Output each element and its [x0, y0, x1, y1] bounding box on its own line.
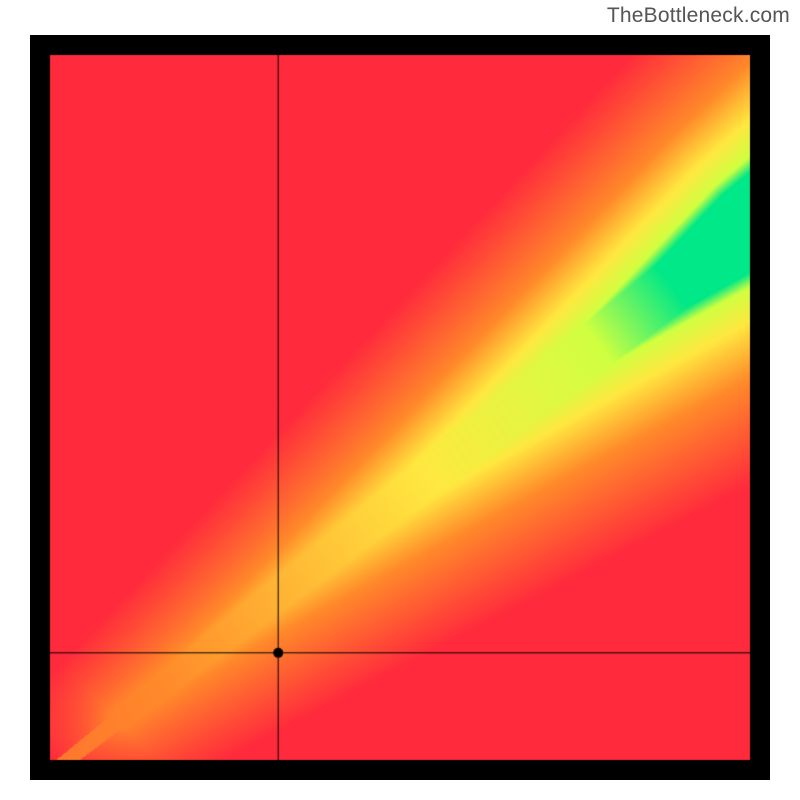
heatmap-plot — [30, 35, 770, 780]
heatmap-canvas — [30, 35, 770, 780]
watermark-text: TheBottleneck.com — [607, 4, 790, 28]
